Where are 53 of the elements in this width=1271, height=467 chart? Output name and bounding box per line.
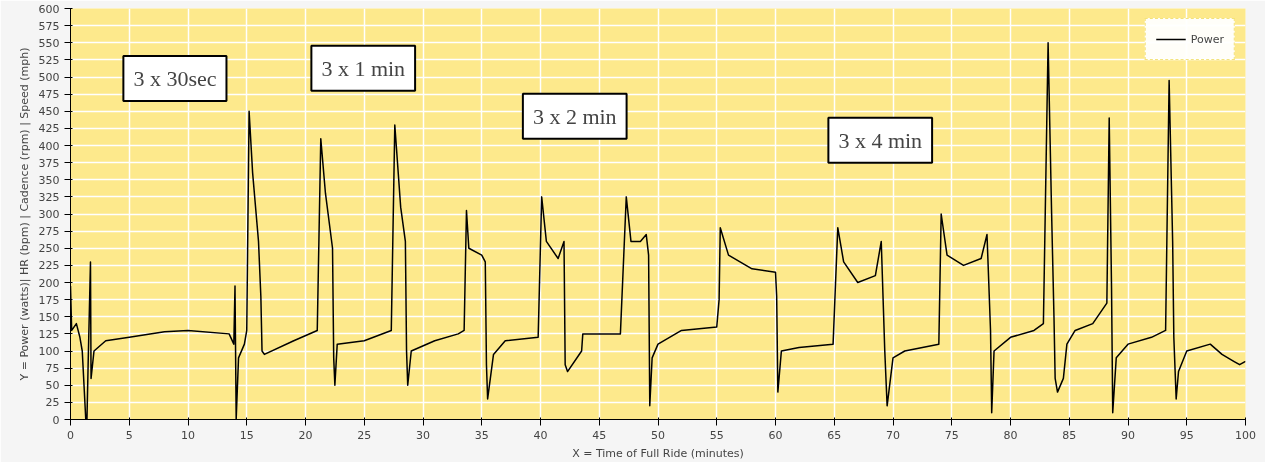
x-tick-label: 75 <box>944 428 959 442</box>
y-tick-label: 325 <box>38 190 60 204</box>
x-tick-label: 15 <box>239 428 254 442</box>
y-tick-label: 400 <box>38 139 60 153</box>
y-tick-label: 125 <box>38 327 60 341</box>
y-tick-label: 175 <box>38 293 60 307</box>
y-tick-label: 0 <box>52 413 60 427</box>
x-tick-label: 30 <box>416 428 430 442</box>
annotation: 3 x 4 min <box>838 127 923 153</box>
y-tick-label: 475 <box>38 88 60 102</box>
x-tick-label: 50 <box>651 428 665 442</box>
y-tick-label: 75 <box>45 362 60 376</box>
x-tick-label: 0 <box>67 428 74 442</box>
y-tick-label: 300 <box>38 208 60 221</box>
annotation: 3 x 1 min <box>321 55 406 81</box>
x-tick-label: 90 <box>1121 428 1135 442</box>
x-tick-label: 85 <box>1062 428 1077 442</box>
x-tick-label: 100 <box>1235 428 1256 442</box>
x-tick-label: 80 <box>1003 428 1018 442</box>
y-tick-label: 575 <box>38 19 60 33</box>
annotation: 3 x 2 min <box>532 103 617 129</box>
y-tick-label: 100 <box>38 345 60 358</box>
y-tick-label: 500 <box>38 71 60 84</box>
x-tick-label: 45 <box>592 428 607 442</box>
x-tick-label: 25 <box>357 428 372 442</box>
x-tick-label: 10 <box>181 428 195 442</box>
y-tick-label: 600 <box>38 2 60 16</box>
y-tick-label: 275 <box>38 225 60 239</box>
y-tick-label: 50 <box>45 379 60 393</box>
x-tick-label: 65 <box>827 428 842 442</box>
x-tick-label: 95 <box>1179 428 1194 442</box>
x-tick-label: 70 <box>886 428 900 442</box>
x-tick-label: 40 <box>533 428 548 442</box>
x-tick-label: 20 <box>298 428 313 442</box>
y-tick-label: 525 <box>38 53 60 67</box>
y-axis-title: Y = Power (watts)| HR (bpm) | Cadence (rpm) | Speed (mph) <box>17 47 31 382</box>
x-tick-label: 55 <box>709 428 724 442</box>
y-tick-label: 225 <box>38 259 60 273</box>
y-tick-label: 425 <box>38 122 60 136</box>
y-tick-label: 375 <box>38 156 60 170</box>
y-tick-label: 200 <box>38 276 60 290</box>
y-tick-label: 350 <box>38 173 60 187</box>
y-tick-label: 550 <box>38 36 60 50</box>
y-tick-label: 25 <box>45 396 60 410</box>
y-tick-label: 250 <box>38 242 60 256</box>
x-tick-label: 35 <box>474 428 489 442</box>
y-tick-label: 150 <box>38 310 60 324</box>
annotation: 3 x 30sec <box>133 65 217 91</box>
y-tick-label: 450 <box>38 105 60 119</box>
x-axis-title: X = Time of Full Ride (minutes) <box>572 446 744 460</box>
x-tick-label: 5 <box>125 428 133 442</box>
legend-label: Power <box>1190 32 1224 46</box>
x-tick-label: 60 <box>768 428 783 442</box>
